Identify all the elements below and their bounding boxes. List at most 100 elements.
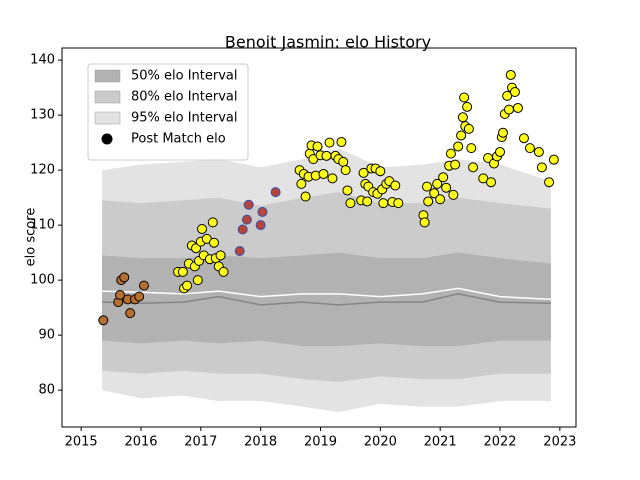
x-tick-label: 2018 (244, 435, 277, 450)
elo-point (445, 148, 456, 159)
elo-point (509, 87, 520, 98)
elo-point (134, 291, 145, 302)
elo-point (138, 280, 149, 291)
elo-point (375, 166, 386, 177)
y-tick-label: 120 (30, 163, 55, 178)
elo-point (98, 315, 109, 326)
elo-point (207, 217, 218, 228)
elo-point (423, 196, 434, 207)
x-tick-label: 2017 (184, 435, 217, 450)
elo-point (462, 101, 473, 112)
legend-label: 95% elo Interval (131, 111, 238, 126)
elo-point (192, 275, 203, 286)
elo-point (468, 162, 479, 173)
elo-point (486, 177, 497, 188)
y-axis-label: elo score (24, 208, 39, 267)
chart-title: Benoit Jasmin: elo History (225, 33, 431, 52)
y-tick-label: 100 (30, 273, 55, 288)
x-tick-label: 2015 (65, 435, 98, 450)
elo-point (524, 143, 535, 154)
elo-point (533, 146, 544, 157)
elo-point (312, 141, 323, 152)
legend-marker (101, 133, 113, 145)
elo-point (324, 137, 335, 148)
elo-point (466, 143, 477, 154)
x-tick-label: 2022 (483, 435, 516, 450)
elo-point (345, 198, 356, 209)
elo-point (544, 177, 555, 188)
elo-point (503, 104, 514, 115)
y-tick-label: 140 (30, 53, 55, 68)
legend-swatch (94, 69, 121, 83)
elo-point (237, 224, 248, 235)
elo-point (255, 220, 266, 231)
interval-band (102, 252, 551, 347)
y-tick-label: 80 (38, 383, 55, 398)
elo-point (218, 266, 229, 277)
elo-point (125, 308, 136, 319)
elo-point (327, 173, 338, 184)
elo-point (548, 154, 559, 165)
elo-point (243, 199, 254, 210)
elo-point (441, 182, 452, 193)
elo-point (457, 112, 468, 123)
elo-point (257, 206, 268, 217)
x-tick-label: 2019 (304, 435, 337, 450)
elo-point (456, 130, 467, 141)
elo-point (512, 102, 523, 113)
elo-point (321, 150, 332, 161)
y-tick-label: 90 (38, 328, 55, 343)
median-line (102, 287, 551, 301)
elo-point (342, 185, 353, 196)
elo-point (536, 162, 547, 173)
elo-point (419, 217, 430, 228)
elo-point (478, 173, 489, 184)
elo-point (459, 92, 470, 103)
elo-point (241, 214, 252, 225)
elo-point (182, 280, 193, 291)
elo-point (435, 194, 446, 205)
elo-point (502, 90, 513, 101)
elo-point (208, 237, 219, 248)
elo-point (505, 69, 516, 80)
elo-point (429, 188, 440, 199)
elo-point (362, 196, 373, 207)
y-tick-label: 130 (30, 108, 55, 123)
elo-point (453, 141, 464, 152)
elo-point (463, 123, 474, 134)
axes-frame (61, 47, 577, 428)
elo-point (234, 245, 245, 256)
elo-point (177, 266, 188, 277)
x-tick-label: 2020 (364, 435, 397, 450)
x-tick-label: 2021 (424, 435, 457, 450)
elo-point (197, 223, 208, 234)
legend-label: 50% elo Interval (131, 69, 238, 84)
legend-swatch (94, 111, 121, 125)
elo-point (518, 133, 529, 144)
elo-point (338, 156, 349, 167)
legend-label: Post Match elo (131, 132, 226, 147)
elo-point (296, 178, 307, 189)
elo-point (215, 250, 226, 261)
elo-point (318, 168, 329, 179)
elo-point (497, 127, 508, 138)
x-tick-label: 2023 (543, 435, 576, 450)
elo-point (336, 137, 347, 148)
elo-point (358, 167, 369, 178)
elo-point (270, 187, 281, 198)
legend-swatch (94, 90, 121, 104)
elo-point (191, 243, 202, 254)
elo-point (300, 191, 311, 202)
elo-point (432, 178, 443, 189)
x-tick-label: 2016 (124, 435, 157, 450)
y-tick-label: 110 (30, 218, 55, 233)
legend-box (87, 63, 249, 161)
elo-point (393, 198, 404, 209)
elo-point (390, 180, 401, 191)
elo-point (340, 165, 351, 176)
elo-point (450, 159, 461, 170)
legend-label: 80% elo Interval (131, 90, 238, 105)
median-line (102, 293, 551, 306)
elo-point (422, 181, 433, 192)
